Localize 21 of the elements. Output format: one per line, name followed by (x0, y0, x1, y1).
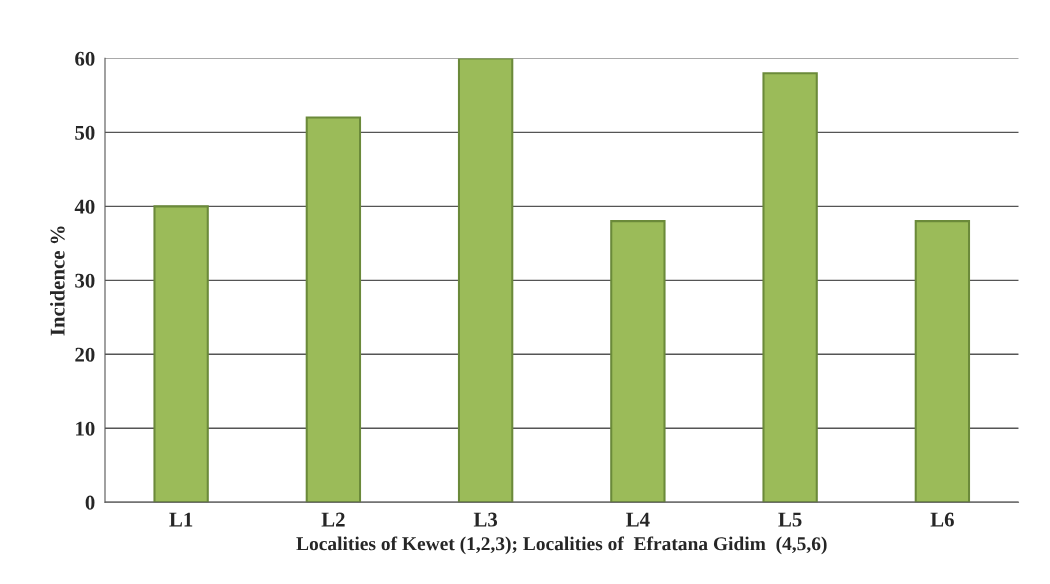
bar (914, 220, 971, 503)
y-tick-label: 30 (75, 273, 95, 288)
y-tick-label: 0 (85, 495, 95, 510)
y-tick-label: 50 (75, 125, 95, 140)
bar (762, 72, 818, 503)
bar (153, 205, 209, 503)
bar (610, 220, 666, 503)
x-tick-label: L3 (473, 512, 498, 527)
y-tick-label: 40 (74, 199, 95, 214)
bar (305, 116, 362, 503)
y-tick-label: 60 (75, 51, 95, 66)
y-tick-label: 20 (75, 347, 95, 362)
x-tick-label: L4 (626, 512, 650, 527)
x-tick-label: L2 (321, 512, 345, 527)
x-tick-label: L5 (778, 512, 802, 527)
x-tick-label: L6 (930, 512, 954, 527)
y-tick-label: 10 (76, 421, 95, 436)
x-tick-label: L1 (169, 512, 193, 527)
y-axis-title: Incidence % (50, 226, 65, 336)
x-axis-title: Localities of Kewet (1,2,3); Localities of Efratana Gidim (4,5,6) (296, 536, 827, 555)
bar (457, 58, 514, 503)
